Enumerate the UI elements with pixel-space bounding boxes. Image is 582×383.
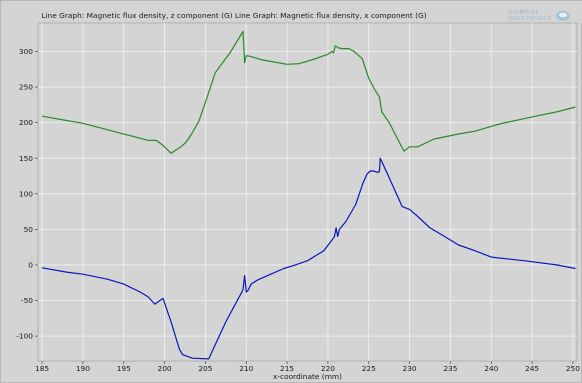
plot-area (37, 22, 578, 362)
x-tick-label: 220 (321, 364, 335, 373)
y-tick-label: 50 (24, 225, 34, 234)
y-tick-label: -100 (16, 332, 33, 341)
series-line-1 (41, 30, 576, 154)
y-tick-label: -50 (21, 296, 33, 305)
x-tick-label: 215 (280, 364, 294, 373)
y-tick-label: 100 (19, 189, 33, 198)
logo-text-top: COMSOL (509, 9, 540, 16)
x-tick-label: 185 (35, 364, 49, 373)
y-tick-label: 250 (19, 83, 33, 92)
logo-text-bottom: MULTIPHYSICS (509, 16, 552, 22)
x-tick-label: 250 (566, 364, 580, 373)
y-tick-label: 200 (19, 118, 33, 127)
x-tick-label: 200 (158, 364, 172, 373)
plot-title: Line Graph: Magnetic flux density, z com… (41, 11, 427, 20)
x-tick-label: 235 (443, 364, 457, 373)
series-line-2 (41, 157, 576, 360)
x-tick-label: 225 (362, 364, 376, 373)
y-tick-label: 150 (19, 154, 33, 163)
x-tick-label: 240 (484, 364, 498, 373)
x-axis-title: x-coordinate (mm) (273, 372, 342, 381)
x-tick-label: 210 (239, 364, 253, 373)
comsol-logo-icon (556, 11, 570, 21)
plot-title-bar: Line Graph: Magnetic flux density, z com… (1, 1, 582, 23)
y-tick-label: 300 (19, 47, 33, 56)
x-tick-label: 195 (117, 364, 131, 373)
comsol-logo: COMSOL MULTIPHYSICS (509, 8, 571, 26)
x-tick-label: 205 (198, 364, 212, 373)
y-tick-label: 0 (28, 261, 33, 270)
x-tick-label: 230 (403, 364, 417, 373)
x-tick-label: 245 (525, 364, 539, 373)
x-tick-label: 190 (76, 364, 90, 373)
